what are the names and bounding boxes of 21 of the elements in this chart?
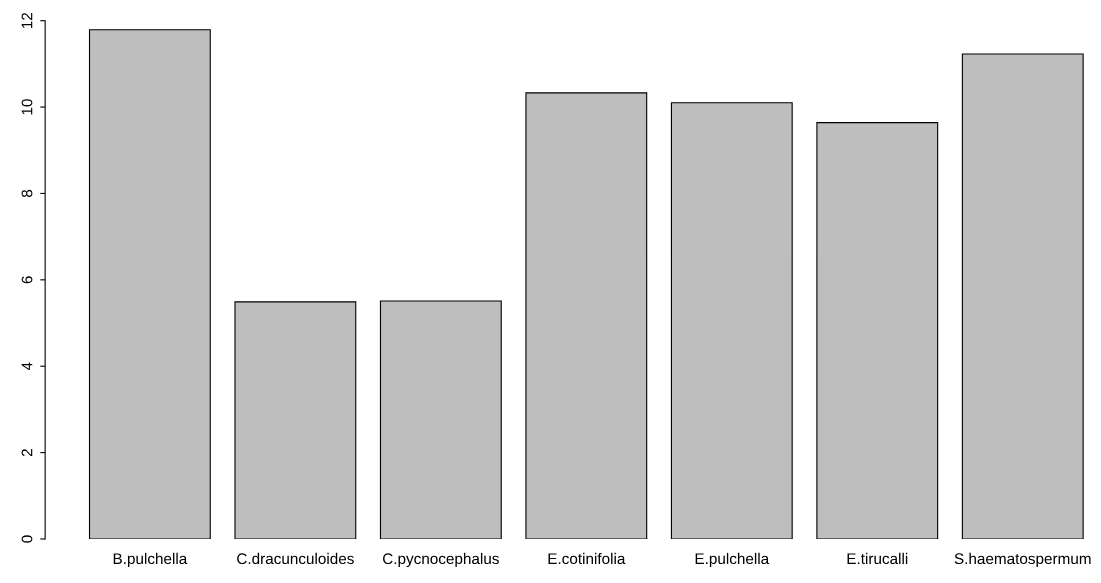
x-tick-label: B.pulchella xyxy=(113,552,188,568)
y-tick-label: 6 xyxy=(21,276,33,284)
bar xyxy=(816,122,939,539)
bar xyxy=(88,29,211,539)
x-tick-label: E.cotinifolia xyxy=(548,552,626,565)
bar xyxy=(379,300,502,539)
bar xyxy=(961,53,1084,539)
bar xyxy=(670,102,793,539)
bar xyxy=(234,301,357,539)
y-tick-label: 0 xyxy=(21,535,33,543)
y-tick-label: 4 xyxy=(21,362,33,371)
y-tick-label: 12 xyxy=(21,12,33,29)
y-tick-label: 10 xyxy=(21,99,33,115)
x-tick-label: E.tirucalli xyxy=(847,552,908,565)
x-tick-label: S.haematospermum xyxy=(954,552,1091,568)
bar xyxy=(525,92,648,539)
x-tick-label: E.pulchella xyxy=(695,552,770,568)
x-tick-label: C.dracunculoides xyxy=(237,552,354,565)
x-tick-label: C.pycnocephalus xyxy=(383,552,499,568)
y-tick-label: 2 xyxy=(21,449,33,457)
y-tick-label: 8 xyxy=(21,189,33,198)
